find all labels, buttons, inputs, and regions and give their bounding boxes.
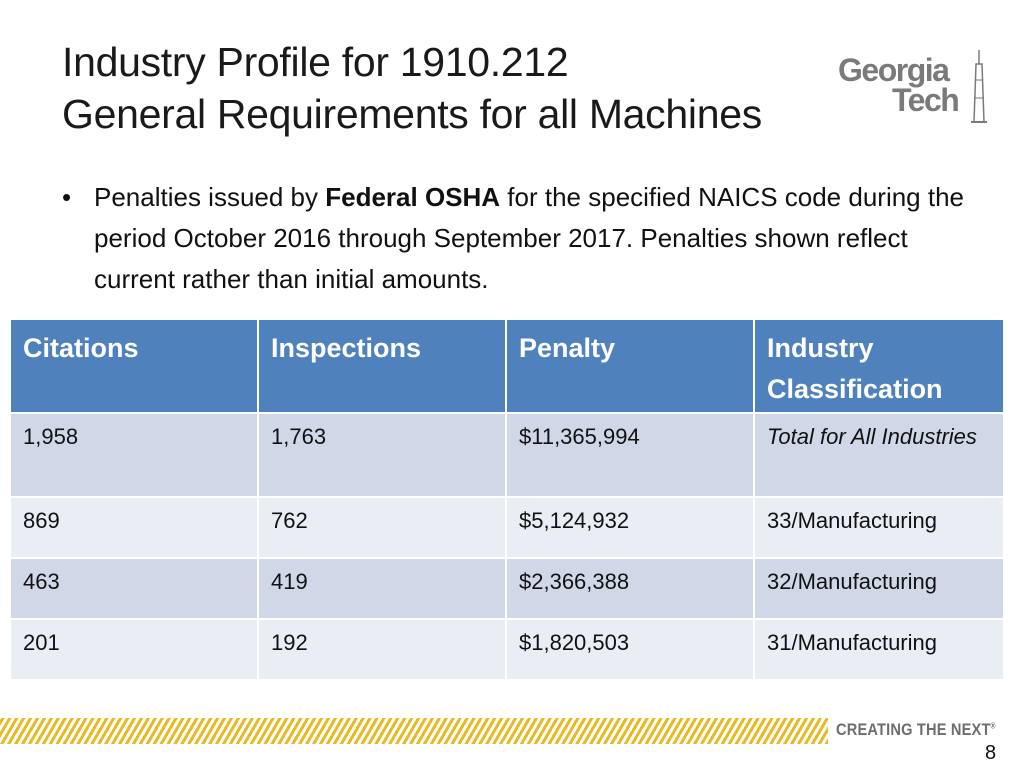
cell-inspections: 762 [257, 496, 507, 559]
bullet-text-end: for the specified NAICS code during the … [94, 182, 965, 294]
cell-citations: 463 [9, 557, 259, 620]
table-row: 463 419 $2,366,388 32/Manufacturing [9, 557, 1005, 620]
table-row: 869 762 $5,124,932 33/Manufacturing [9, 496, 1005, 559]
footer-tagline: CREATING THE NEXT® [836, 720, 996, 740]
bullet-marker: • [62, 182, 72, 212]
cell-citations: 1,958 [9, 412, 259, 498]
cell-penalty: $1,820,503 [505, 618, 755, 681]
cell-citations: 869 [9, 496, 259, 559]
penalty-table: Citations Inspections Penalty Industry C… [9, 318, 1005, 681]
title-line-1: Industry Profile for 1910.212 [62, 39, 569, 85]
table-row: 201 192 $1,820,503 31/Manufacturing [9, 618, 1005, 681]
logo-word-georgia: Georgia [838, 52, 950, 88]
cell-penalty: $11,365,994 [505, 412, 755, 498]
bullet-text-start: Penalties issued by [94, 182, 326, 212]
title-line-2: General Requirements for all Machines [62, 91, 762, 137]
tower-icon [971, 50, 987, 123]
cell-penalty: $2,366,388 [505, 557, 755, 620]
cell-inspections: 192 [257, 618, 507, 681]
cell-industry: 33/Manufacturing [753, 496, 1005, 559]
cell-inspections: 1,763 [257, 412, 507, 498]
cell-industry: Total for All Industries [753, 412, 1005, 498]
bullet-paragraph: • Penalties issued by Federal OSHA for t… [62, 177, 982, 300]
page-number: 8 [985, 742, 997, 764]
bullet-text: Penalties issued by Federal OSHA for the… [94, 177, 982, 300]
bullet-text-bold: Federal OSHA [325, 182, 501, 212]
table-row: 1,958 1,763 $11,365,994 Total for All In… [9, 412, 1005, 498]
cell-citations: 201 [9, 618, 259, 681]
cell-industry: 32/Manufacturing [753, 557, 1005, 620]
header-industry-classification: Industry Classification [753, 318, 1005, 414]
georgia-tech-logo: Georgia Tech [836, 48, 996, 134]
slide-title: Industry Profile for 1910.212 General Re… [62, 36, 862, 140]
logo-word-tech: Tech [892, 82, 960, 118]
cell-industry: 31/Manufacturing [753, 618, 1005, 681]
header-citations: Citations [9, 318, 259, 414]
table-header-row: Citations Inspections Penalty Industry C… [9, 318, 1005, 414]
cell-penalty: $5,124,932 [505, 496, 755, 559]
footer-stripe [0, 718, 828, 744]
cell-inspections: 419 [257, 557, 507, 620]
registered-mark: ® [990, 721, 996, 731]
header-inspections: Inspections [257, 318, 507, 414]
header-penalty: Penalty [505, 318, 755, 414]
footer-tagline-text: CREATING THE NEXT [836, 720, 991, 739]
